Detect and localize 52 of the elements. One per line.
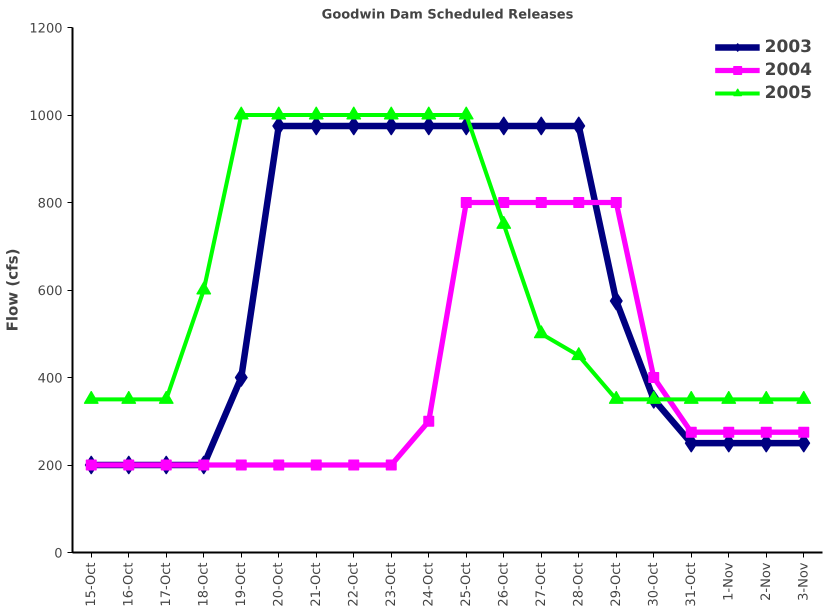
y-tick-label: 600	[38, 284, 63, 299]
chart-title: Goodwin Dam Scheduled Releases	[322, 8, 574, 22]
x-tick-label: 22-Oct	[346, 562, 362, 607]
point	[160, 460, 172, 470]
x-tick-label: 20-Oct	[271, 562, 286, 607]
y-tick-label: 800	[38, 196, 63, 212]
x-tick-label: 21-Oct	[308, 562, 324, 607]
point	[723, 426, 734, 438]
x-tick-label: 29-Oct	[608, 562, 624, 607]
y-tick-label: 0	[54, 546, 63, 562]
point	[536, 197, 547, 208]
y-tick-label: 1200	[29, 22, 63, 36]
point	[273, 460, 284, 470]
point	[423, 416, 434, 427]
point	[686, 426, 697, 438]
point	[610, 197, 622, 208]
legend-label: 2005	[764, 83, 812, 103]
point	[648, 372, 660, 383]
x-tick-label: 2-Nov	[758, 562, 774, 601]
point	[573, 197, 584, 208]
x-tick-label: 30-Oct	[646, 562, 662, 607]
x-tick-label: 24-Oct	[421, 562, 436, 607]
y-tick-label: 1000	[29, 109, 63, 124]
x-tick-label: 1-Nov	[721, 562, 736, 601]
point	[310, 460, 322, 470]
point	[198, 460, 210, 470]
point	[798, 426, 810, 438]
x-tick-label: 16-Oct	[121, 562, 136, 607]
x-tick-label: 15-Oct	[84, 562, 99, 607]
legend-label: 2004	[764, 60, 812, 80]
x-tick-label: 23-Oct	[384, 562, 399, 607]
x-tick-label: 18-Oct	[196, 562, 212, 607]
point	[460, 197, 472, 208]
y-tick-label: 200	[38, 459, 63, 474]
point	[86, 460, 97, 470]
point	[123, 460, 134, 470]
point	[348, 460, 360, 470]
x-tick-label: 28-Oct	[571, 562, 586, 607]
legend-label: 2003	[764, 37, 812, 57]
x-tick-label: 31-Oct	[684, 562, 699, 607]
x-tick-label: 25-Oct	[458, 562, 474, 607]
x-tick-label: 26-Oct	[496, 562, 512, 607]
x-tick-label: 27-Oct	[534, 562, 549, 607]
y-tick-label: 400	[38, 372, 63, 386]
x-tick-label: 19-Oct	[234, 562, 249, 607]
x-tick-label: 3-Nov	[796, 562, 812, 601]
y-axis-title: Flow (cfs)	[3, 248, 22, 332]
point	[760, 426, 772, 438]
point	[236, 460, 247, 470]
point	[386, 460, 397, 470]
point	[498, 197, 510, 208]
x-tick-label: 17-Oct	[158, 562, 174, 607]
